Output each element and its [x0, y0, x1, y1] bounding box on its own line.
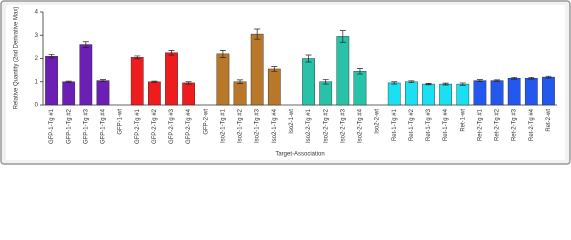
error-bar [391, 81, 398, 85]
bar [250, 33, 264, 106]
y-tick-label: 0 [35, 103, 39, 109]
x-tick-label: GFP-1-Tg #2 [66, 108, 72, 144]
error-bar [185, 81, 192, 85]
error-bar [305, 54, 312, 63]
x-tick-label: GFP-2-Tg #2 [152, 108, 158, 144]
x-tick-label: GFP-1-Tg #1 [49, 108, 55, 144]
bar [62, 81, 76, 106]
x-tick-label: Ret-2-Tg #3 [512, 108, 518, 141]
error-bar [528, 76, 535, 80]
error-bar [322, 79, 329, 85]
bar [336, 36, 350, 106]
y-tick-label: 1 [35, 79, 39, 85]
error-bar [339, 30, 346, 43]
x-tick-label: Ret-1-Tg #4 [443, 108, 449, 141]
x-tick-label: Iso2-2-Tg #4 [358, 108, 364, 143]
bar [439, 83, 453, 106]
x-tick-label: Iso2-2-Tg #2 [323, 108, 329, 143]
error-bar [219, 50, 226, 58]
error-bar [442, 82, 449, 86]
error-bar [254, 28, 261, 40]
y-tick-label: 4 [35, 10, 39, 16]
y-tick-label: 2 [35, 56, 39, 62]
error-bar [65, 80, 72, 83]
chart: Relative Quantity (2nd Derivative Max) T… [0, 0, 571, 165]
y-axis-title: Relative Quantity (2nd Derivative Max) [14, 7, 20, 110]
error-bar [271, 66, 278, 72]
bar [507, 78, 521, 106]
x-tick-label: Iso2-2-Tg #3 [340, 108, 346, 143]
x-tick-label: Iso2-1-Tg #2 [238, 108, 244, 143]
error-bar [356, 68, 363, 75]
bar [147, 81, 161, 106]
error-bar [476, 79, 483, 82]
x-tick-label: Ret-2-wt [546, 109, 552, 132]
x-tick-label: Ret-1-wt [460, 109, 466, 132]
bar [267, 68, 281, 106]
error-bar [168, 50, 175, 56]
x-tick-label: GFP-2-wt [203, 109, 209, 135]
bar [542, 76, 555, 106]
bar [96, 80, 110, 106]
bar [524, 78, 538, 106]
bar [387, 82, 401, 106]
error-bar [82, 41, 89, 48]
x-tick-label: Ret-2-Tg #1 [477, 108, 483, 141]
x-tick-label: Ret-2-Tg #4 [529, 108, 535, 141]
error-bar [237, 79, 244, 84]
bar [182, 82, 196, 106]
bar [353, 71, 367, 106]
error-bar [425, 83, 432, 86]
error-bar [459, 82, 466, 86]
x-tick-label: Ret-1-Tg #2 [409, 108, 415, 141]
bar [319, 81, 333, 106]
x-tick-label: Iso2-1-wt [289, 109, 295, 134]
x-tick-label: Iso2-1-Tg #3 [255, 108, 261, 143]
y-tick-label: 3 [35, 33, 39, 39]
x-tick-label: Ret-2-Tg #2 [495, 108, 501, 141]
bar [130, 57, 144, 106]
bar [473, 80, 487, 106]
error-bar [48, 53, 55, 59]
bar [216, 53, 230, 106]
error-bar [134, 55, 141, 60]
error-bar [151, 80, 158, 83]
x-tick-label: Iso2-1-Tg #1 [220, 108, 226, 143]
x-tick-label: GFP-2-Tg #1 [135, 108, 141, 144]
x-tick-label: Ret-1-Tg #1 [392, 108, 398, 141]
error-bar [545, 75, 552, 79]
bar [79, 44, 93, 106]
error-bar [408, 80, 415, 84]
x-tick-label: Iso2-2-wt [375, 109, 381, 134]
bar [165, 52, 178, 106]
x-tick-label: GFP-1-Tg #4 [101, 108, 107, 144]
x-tick-label: Iso2-2-Tg #1 [306, 108, 312, 143]
error-bar [99, 79, 106, 82]
x-tick-label: GFP-2-Tg #4 [186, 108, 192, 144]
x-tick-label: GFP-1-Tg #3 [83, 108, 89, 144]
error-bar [494, 79, 501, 82]
bar [422, 83, 435, 106]
x-tick-label: Iso2-1-Tg #4 [272, 108, 278, 143]
bar [233, 81, 247, 106]
bar [456, 83, 470, 106]
bar [404, 81, 418, 106]
x-tick-label: GFP-2-Tg #3 [169, 108, 175, 144]
x-tick-label: GFP-1-wt [118, 109, 124, 135]
bar [302, 58, 315, 106]
x-tick-label: Ret-1-Tg #3 [426, 108, 432, 141]
bar [490, 80, 504, 106]
x-axis-title: Target-Association [275, 152, 324, 158]
error-bar [511, 76, 518, 80]
bar [45, 55, 58, 106]
